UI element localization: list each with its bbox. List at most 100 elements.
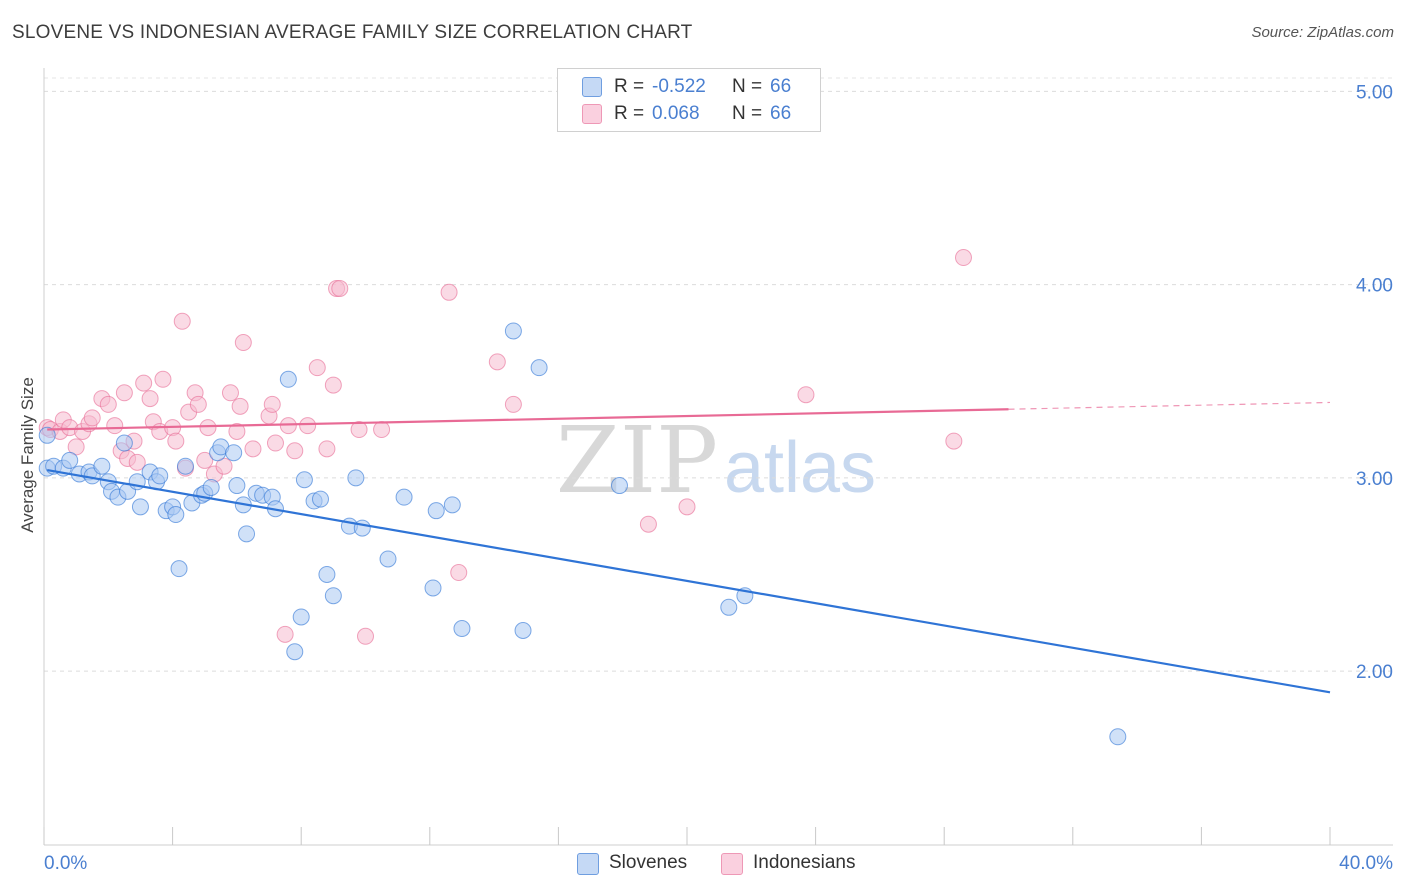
slovenes-legend-swatch (577, 853, 599, 875)
n-label: N = (732, 76, 763, 97)
slovenes-point (504, 322, 522, 340)
indonesians-point (331, 279, 349, 297)
indonesians-point (373, 421, 391, 439)
slovenes-point (131, 498, 149, 516)
slovenes-point (514, 621, 532, 639)
indonesians-point (221, 384, 239, 402)
indonesians-point (299, 417, 317, 435)
indonesians-point (357, 627, 374, 645)
indonesians-trend-line (47, 408, 1009, 431)
indonesians-legend-label: Indonesians (753, 852, 856, 873)
indonesians-point (106, 417, 124, 435)
slovenes-point (151, 467, 169, 485)
indonesians-legend-swatch (721, 853, 743, 875)
r-label: R = (614, 103, 645, 124)
indonesians-point (276, 625, 294, 643)
slovenes-point (238, 525, 256, 543)
y-tick-label: 5.00 (1356, 82, 1393, 103)
slovenes-point (279, 370, 297, 388)
indonesians-point (135, 374, 153, 392)
slovenes-point (610, 477, 628, 495)
indonesians-point (440, 283, 458, 301)
slovenes-point (395, 488, 413, 506)
slovenes-point (292, 608, 310, 626)
indonesians-point (797, 386, 815, 404)
indonesians-point (115, 384, 133, 402)
indonesians-point (196, 451, 214, 469)
slovenes-point (1109, 728, 1127, 746)
indonesians-swatch (582, 104, 602, 124)
indonesians-point (318, 440, 336, 458)
watermark-atlas: atlas (724, 428, 876, 508)
slovenes-point (93, 457, 111, 475)
indonesians-point (266, 434, 284, 452)
slovenes-point (202, 478, 220, 496)
indonesians-point (154, 370, 172, 388)
indonesians-point (244, 440, 262, 458)
indonesians-point (128, 453, 146, 471)
r-value: 0.068 (652, 103, 700, 124)
indonesians-point (199, 419, 217, 437)
y-tick-label: 4.00 (1356, 276, 1393, 297)
indonesians-point (263, 395, 281, 413)
indonesians-point (234, 334, 252, 352)
slovenes-point (443, 496, 461, 514)
slovenes-point (318, 565, 336, 583)
indonesians-point (639, 515, 657, 533)
slovenes-point (115, 434, 133, 452)
indonesians-point (228, 422, 246, 440)
slovenes-point (295, 471, 313, 489)
x-tick-label-max: 40.0% (1339, 853, 1393, 874)
indonesians-point (488, 353, 506, 371)
slovenes-point (353, 519, 371, 537)
slovenes-legend-label: Slovenes (609, 852, 688, 873)
r-label: R = (614, 76, 645, 97)
indonesians-point (954, 249, 972, 267)
indonesians-point (189, 395, 207, 413)
indonesians-point (678, 498, 696, 516)
y-tick-label: 2.00 (1356, 662, 1393, 683)
indonesians-trend-line-extension (1008, 401, 1331, 410)
slovenes-point (286, 643, 304, 661)
slovenes-point (427, 502, 445, 520)
slovenes-point (379, 550, 397, 568)
slovenes-point (324, 587, 342, 605)
indonesians-point (504, 395, 522, 413)
y-tick-label: 3.00 (1356, 469, 1393, 490)
slovenes-point (530, 359, 548, 377)
indonesians-point (83, 409, 101, 427)
indonesians-point (99, 395, 117, 413)
slovenes-point (167, 506, 185, 524)
slovenes-point (311, 490, 329, 508)
slovenes-point (38, 426, 56, 444)
slovenes-point (170, 560, 188, 578)
n-value: 66 (770, 103, 792, 124)
slovenes-point (453, 620, 471, 638)
r-value: -0.522 (652, 76, 706, 97)
chart-title: SLOVENE VS INDONESIAN AVERAGE FAMILY SIZ… (12, 22, 693, 43)
slovenes-point (347, 469, 365, 487)
indonesians-point (308, 359, 326, 377)
chart-source: Source: ZipAtlas.com (1251, 24, 1394, 41)
slovenes-point (176, 457, 194, 475)
indonesians-point (279, 417, 297, 435)
correlation-legend: R = -0.522 N = 66 R = 0.068 N = 66 (557, 68, 821, 132)
slovenes-trend-line (47, 469, 1331, 694)
slovenes-point (225, 444, 243, 462)
slovenes-swatch (582, 77, 602, 97)
indonesians-point (167, 432, 185, 450)
indonesians-point (450, 564, 468, 582)
indonesians-point (350, 421, 368, 439)
indonesians-point (324, 376, 342, 394)
indonesians-point (173, 312, 191, 330)
indonesians-point (231, 397, 249, 415)
n-value: 66 (770, 76, 792, 97)
slovenes-point (228, 477, 246, 495)
indonesians-point (286, 442, 304, 460)
slovenes-point (720, 598, 738, 616)
slovenes-point (61, 451, 79, 469)
indonesians-point (141, 390, 159, 408)
indonesians-point (945, 432, 963, 450)
n-label: N = (732, 103, 763, 124)
